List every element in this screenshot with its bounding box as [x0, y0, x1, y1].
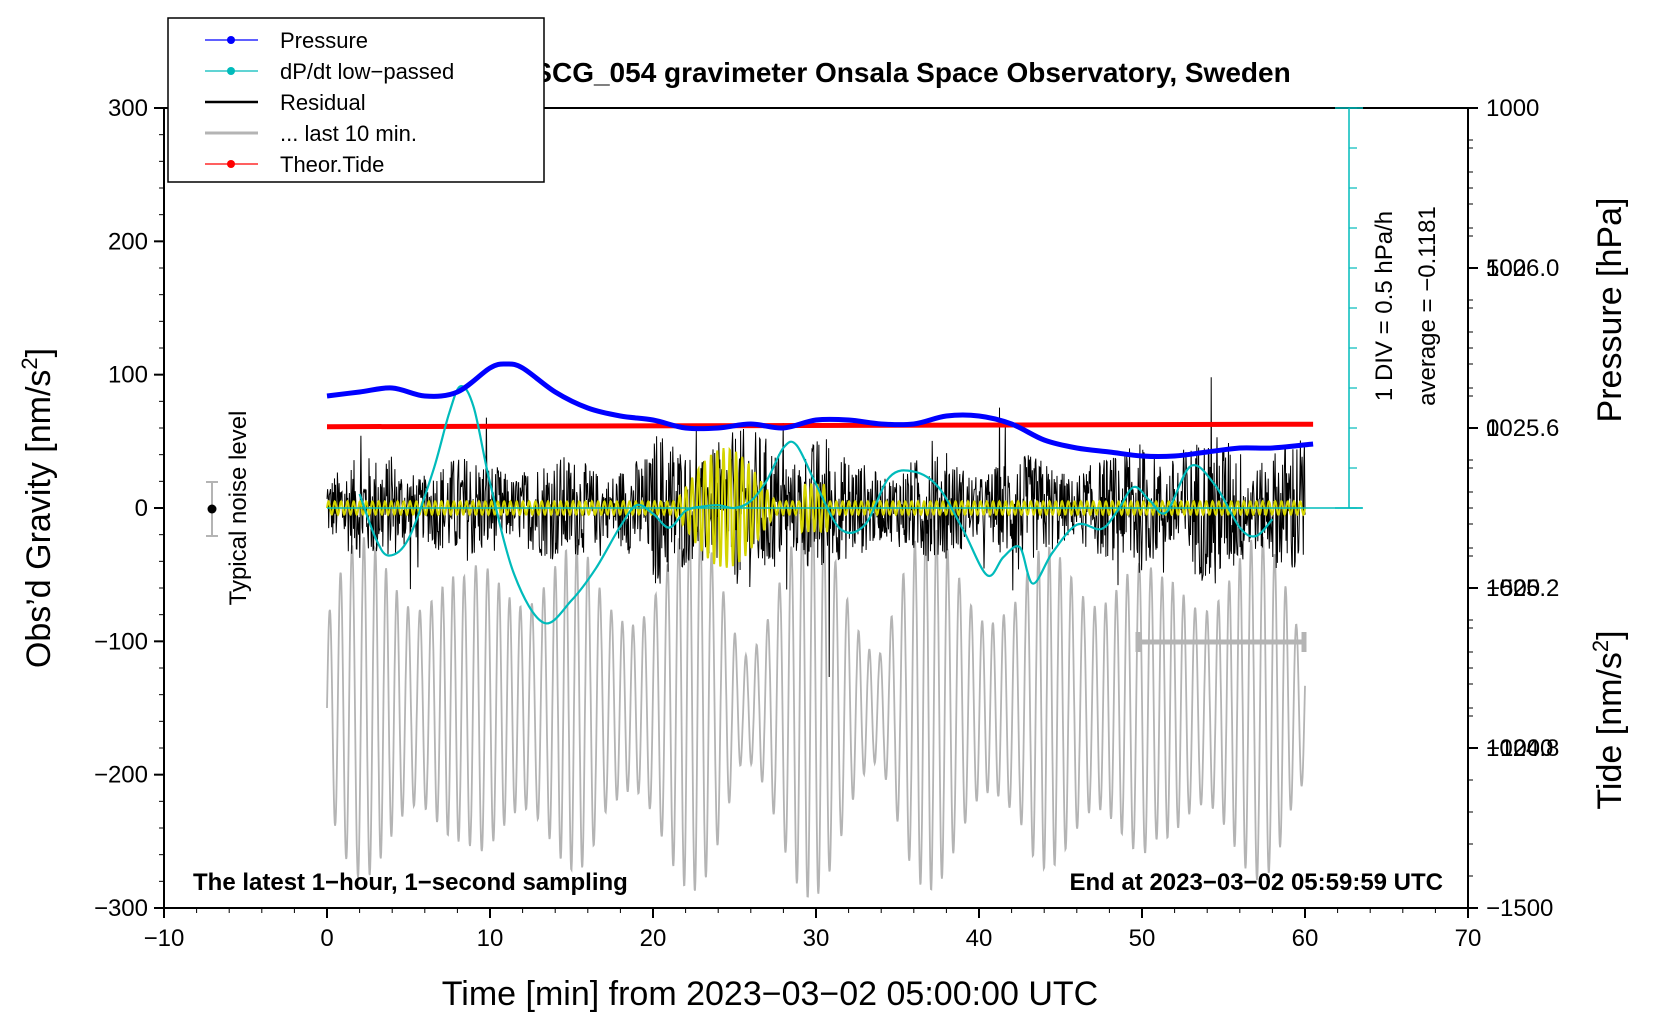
tide-tick-label: 1000	[1486, 95, 1539, 122]
noise-level-marker	[206, 481, 218, 537]
legend-item-theor-tide: Theor.Tide	[205, 152, 384, 177]
legend-label-theor-tide: Theor.Tide	[280, 152, 384, 177]
scale-label: 1 DIV = 0.5 hPa/h	[1371, 211, 1398, 401]
tide-tick-label: 0	[1486, 415, 1499, 442]
x-tick-label: 20	[640, 925, 667, 952]
x-tick-label: 70	[1455, 925, 1482, 952]
x-tick-label: 0	[320, 925, 333, 952]
legend-label-dpdt: dP/dt low−passed	[280, 59, 454, 84]
y-tick-label: −200	[94, 762, 148, 789]
x-tick-label: 60	[1292, 925, 1319, 952]
pressure-axis-title: Pressure [hPa]	[1591, 198, 1629, 423]
chart-title: SCG_054 gravimeter Onsala Space Observat…	[533, 57, 1290, 88]
legend-box	[167, 17, 545, 183]
x-tick-label: 10	[477, 925, 504, 952]
noise-level-label: Typical noise level	[225, 411, 252, 606]
window-bracket	[1135, 632, 1307, 652]
tide-axis-title: Tide [nm/s2]	[1588, 630, 1629, 809]
dpdt-scale-bar	[1335, 107, 1364, 509]
x-axis: −10 0 10 20 30 40 50 60 70	[144, 908, 1482, 952]
dpdt-layer	[327, 385, 1363, 625]
sampling-note: The latest 1−hour, 1−second sampling	[193, 869, 628, 896]
tide-tick-label: −500	[1486, 575, 1540, 602]
pressure-tick-label: 1025.6	[1486, 415, 1559, 442]
last-10-min-line	[326, 516, 1306, 898]
legend-item-pressure: Pressure	[205, 28, 368, 53]
x-tick-label: 30	[803, 925, 830, 952]
y-tick-label: −100	[94, 628, 148, 655]
left-y-axis: 300 200 100 0 −100 −200 −300	[94, 95, 164, 922]
theor-tide-line	[326, 421, 1314, 430]
pressure-layer	[326, 361, 1314, 460]
legend-label-residual: Residual	[280, 90, 366, 115]
y-axis-title-end: ]	[20, 348, 58, 357]
theor-tide-layer	[326, 421, 1314, 430]
y-tick-label: −300	[94, 895, 148, 922]
legend-item-residual: Residual	[205, 90, 366, 115]
pressure-tick-label: 1024.8	[1486, 735, 1559, 762]
tide-tick-label: −1000	[1486, 735, 1553, 762]
last-10-min-trace-layer	[326, 516, 1306, 898]
tide-tick-label: −1500	[1486, 895, 1553, 922]
tide-axis-title-end: ]	[1591, 630, 1629, 639]
dpdt-line	[358, 385, 1274, 625]
y-tick-label: 100	[108, 362, 148, 389]
average-label: average = −0.1181	[1414, 206, 1441, 406]
legend-item-dpdt: dP/dt low−passed	[205, 59, 454, 84]
legend: Pressure dP/dt low−passed Residual ... l…	[167, 17, 545, 183]
pressure-tick-label: 1026.0	[1486, 255, 1559, 282]
pressure-tick-label: 1025.2	[1486, 575, 1559, 602]
y-tick-label: 0	[135, 495, 148, 522]
y-tick-label: 200	[108, 228, 148, 255]
x-tick-label: 40	[966, 925, 993, 952]
y-tick-label: 300	[108, 95, 148, 122]
residual-trace-layer	[326, 377, 1306, 678]
y-axis-title: Obs’d Gravity [nm/s2]	[17, 348, 58, 668]
y-axis-title-sup: 2	[17, 357, 42, 369]
x-tick-label: 50	[1129, 925, 1156, 952]
end-time-note: End at 2023−03−02 05:59:59 UTC	[1069, 869, 1443, 896]
legend-label-last-10-min: ... last 10 min.	[280, 121, 417, 146]
legend-label-pressure: Pressure	[280, 28, 368, 53]
residual-line	[326, 377, 1306, 678]
tide-axis-title-sup: 2	[1588, 640, 1613, 652]
pressure-line	[326, 361, 1314, 460]
tide-tick-label: 500	[1486, 255, 1526, 282]
y-axis-title-main: Obs’d Gravity [nm/s	[20, 370, 58, 669]
tide-axis-title-main: Tide [nm/s	[1591, 652, 1629, 809]
pressure-axis: 1026.0 1025.6 1025.2 1024.8	[1468, 107, 1559, 762]
x-tick-label: −10	[144, 925, 185, 952]
tide-axis: 1000 500 0 −500 −1000 −1500	[1468, 95, 1553, 922]
x-axis-title: Time [min] from 2023−03−02 05:00:00 UTC	[442, 975, 1098, 1013]
legend-item-last-10-min: ... last 10 min.	[205, 121, 417, 146]
